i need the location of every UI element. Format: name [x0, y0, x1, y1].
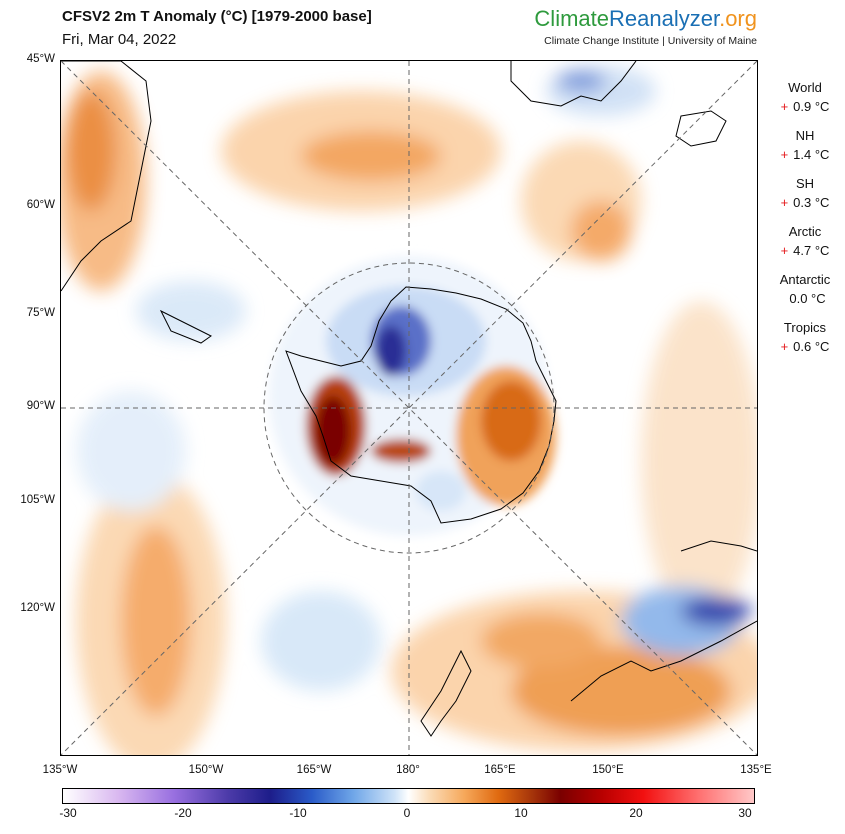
- brand-logo[interactable]: ClimateReanalyzer.org: [534, 6, 757, 32]
- stat-sign: +: [780, 243, 789, 258]
- stat-antarctic: Antarctic 0.0 °C: [766, 272, 844, 306]
- lon-label: 165°E: [484, 764, 516, 776]
- colorbar-tick: -10: [289, 806, 307, 820]
- lat-label: 60°W: [26, 199, 55, 211]
- stat-sign: +: [780, 147, 789, 162]
- lon-label: 135°W: [42, 764, 78, 776]
- stat-tropics: Tropics +0.6 °C: [766, 320, 844, 354]
- stat-value: 0.0 °C: [789, 291, 826, 306]
- brand-part-climate: Climate: [534, 6, 609, 31]
- map-date: Fri, Mar 04, 2022: [62, 31, 177, 48]
- map-title: CFSV2 2m T Anomaly (°C) [1979-2000 base]: [62, 8, 372, 25]
- colorbar-tick: 0: [403, 806, 411, 820]
- lat-label: 90°W: [26, 400, 55, 412]
- stat-name: Antarctic: [779, 272, 831, 287]
- stat-name: Tropics: [783, 320, 827, 335]
- colorbar-tick: -30: [59, 806, 77, 820]
- map-canvas: [61, 61, 757, 755]
- colorbar-tick: 10: [514, 806, 528, 820]
- lon-label: 135°E: [740, 764, 772, 776]
- colorbar-tick: 30: [738, 806, 752, 820]
- lat-label: 120°W: [20, 602, 55, 614]
- stat-sign: +: [780, 99, 789, 114]
- stat-arctic: Arctic +4.7 °C: [766, 224, 844, 258]
- colorbar-tick: 20: [629, 806, 643, 820]
- regional-stats: World +0.9 °C NH +1.4 °C SH +0.3 °C Arct…: [766, 80, 844, 368]
- colorbar-tick: -20: [174, 806, 192, 820]
- lon-label: 165°W: [296, 764, 332, 776]
- stat-sign: +: [780, 195, 789, 210]
- stat-name: Arctic: [788, 224, 822, 239]
- stat-value: 4.7 °C: [793, 243, 830, 258]
- brand-part-reanalyzer: Reanalyzer: [609, 6, 720, 31]
- brand-subtitle: Climate Change Institute | University of…: [544, 35, 757, 47]
- stat-name: SH: [795, 176, 815, 191]
- lon-label: 150°W: [188, 764, 224, 776]
- stat-name: World: [788, 80, 822, 95]
- lon-label: 150°E: [592, 764, 624, 776]
- stat-sign: +: [780, 339, 789, 354]
- anomaly-map[interactable]: [60, 60, 758, 756]
- stat-value: 0.6 °C: [793, 339, 830, 354]
- stat-nh: NH +1.4 °C: [766, 128, 844, 162]
- coastlines: [61, 61, 757, 737]
- lon-label: 180°: [396, 764, 420, 776]
- lat-label: 45°W: [26, 53, 55, 65]
- colorbar: [62, 788, 755, 804]
- brand-part-org: .org: [719, 6, 757, 31]
- anomaly-field: [61, 66, 757, 755]
- stat-value: 0.9 °C: [793, 99, 830, 114]
- stat-sh: SH +0.3 °C: [766, 176, 844, 210]
- graticule: [61, 61, 757, 755]
- lat-label: 75°W: [26, 307, 55, 319]
- stat-value: 0.3 °C: [793, 195, 830, 210]
- stat-value: 1.4 °C: [793, 147, 830, 162]
- stat-world: World +0.9 °C: [766, 80, 844, 114]
- lat-label: 105°W: [20, 494, 55, 506]
- stat-name: NH: [795, 128, 815, 143]
